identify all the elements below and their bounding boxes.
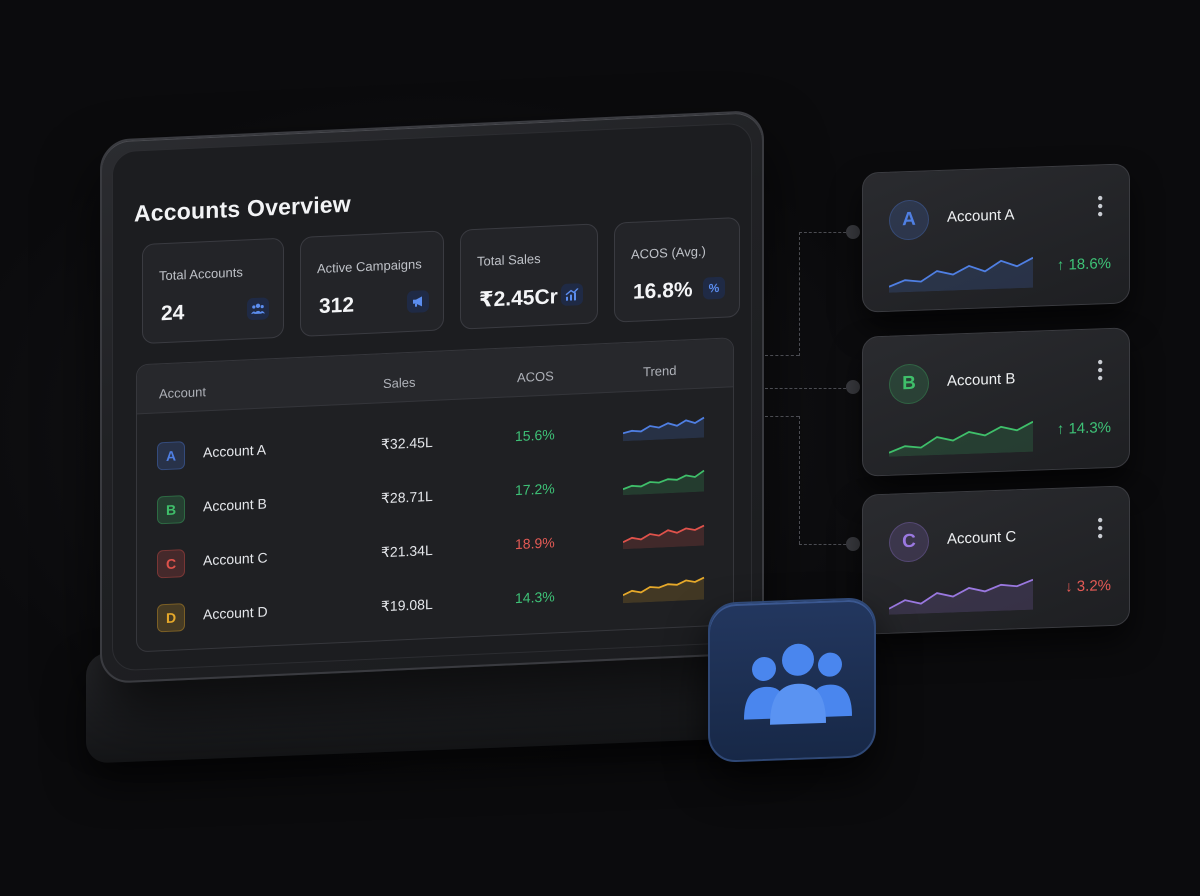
account-card[interactable]: C Account C • • • ↓ 3.2% — [862, 485, 1130, 635]
stat-value: 16.8% — [633, 278, 693, 304]
account-name: Account C — [203, 549, 268, 569]
stat-label: Active Campaigns — [317, 256, 422, 277]
acos-value: 14.3% — [515, 588, 555, 607]
chart-up-icon — [561, 283, 583, 307]
trend-sparkline — [623, 416, 705, 442]
account-avatar: A — [889, 199, 929, 241]
change-percent: ↓ 3.2% — [1065, 576, 1111, 596]
connector-line — [765, 416, 799, 417]
account-card[interactable]: A Account A • • • ↑ 18.6% — [862, 163, 1130, 313]
connector-line — [799, 544, 851, 545]
trend-line — [889, 420, 1033, 454]
account-card[interactable]: B Account B • • • ↑ 14.3% — [862, 327, 1130, 477]
team-icon — [744, 643, 852, 725]
stat-label: Total Sales — [477, 250, 541, 269]
sales-value: ₹28.71L — [381, 487, 433, 507]
account-badge: A — [157, 441, 185, 471]
acos-value: 18.9% — [515, 534, 555, 553]
trend-line — [623, 576, 705, 597]
trend-sparkline — [889, 578, 1033, 615]
percent-icon: % — [703, 276, 725, 300]
connector-line — [765, 355, 799, 356]
stat-value: 24 — [161, 301, 185, 326]
stat-label: Total Accounts — [159, 264, 243, 284]
connector-node — [846, 225, 860, 239]
more-options-icon[interactable]: • • • — [1097, 512, 1103, 546]
account-avatar: C — [889, 521, 929, 563]
stat-value: ₹2.45Cr — [479, 285, 558, 312]
header-trend[interactable]: Trend — [643, 362, 677, 380]
sales-value: ₹21.34L — [381, 541, 433, 561]
users-icon — [247, 297, 269, 321]
accounts-table: Account Sales ACOS Trend A Account A ₹32.4… — [136, 337, 734, 653]
trend-sparkline — [889, 420, 1033, 457]
stat-total-accounts[interactable]: Total Accounts 24 — [142, 237, 284, 345]
table-row[interactable]: D Account D ₹19.08L 14.3% — [137, 560, 733, 641]
trend-area — [623, 577, 704, 604]
account-avatar: B — [889, 363, 929, 405]
trend-sparkline — [623, 524, 705, 550]
sales-value: ₹19.08L — [381, 595, 433, 615]
connector-node — [846, 537, 860, 551]
megaphone-icon — [407, 290, 429, 314]
trend-line — [889, 578, 1033, 610]
trend-line — [889, 256, 1033, 288]
table-row[interactable]: B Account B ₹28.71L 17.2% — [137, 452, 733, 533]
trend-area — [623, 417, 704, 442]
account-badge: D — [157, 603, 185, 633]
acos-value: 17.2% — [515, 480, 555, 499]
change-percent: ↑ 14.3% — [1056, 418, 1111, 438]
header-acos[interactable]: ACOS — [517, 368, 554, 386]
account-name: Account A — [203, 441, 267, 461]
connector-line — [799, 232, 851, 233]
connector-line — [765, 388, 851, 389]
trend-line — [623, 416, 705, 435]
more-options-icon[interactable]: • • • — [1097, 190, 1103, 224]
account-name: Account D — [203, 603, 268, 623]
trend-sparkline — [623, 576, 705, 604]
account-name: Account A — [947, 206, 1015, 226]
stat-active-campaigns[interactable]: Active Campaigns 312 — [300, 230, 444, 337]
accounts-overview-panel: Accounts Overview Total Accounts 24 Acti… — [100, 109, 764, 684]
more-options-icon[interactable]: • • • — [1097, 354, 1103, 388]
stat-value: 312 — [319, 293, 355, 319]
account-name: Account B — [203, 495, 267, 515]
trend-sparkline — [889, 256, 1033, 293]
trend-line — [623, 524, 705, 544]
table-row[interactable]: A Account A ₹32.45L 15.6% — [137, 398, 733, 479]
sales-value: ₹32.45L — [381, 433, 433, 453]
connector-line — [799, 232, 800, 356]
trend-sparkline — [623, 469, 705, 496]
trend-area — [889, 579, 1033, 615]
header-account[interactable]: Account — [159, 384, 206, 402]
trend-area — [889, 421, 1033, 457]
account-badge: B — [157, 495, 185, 525]
table-row[interactable]: C Account C ₹21.34L 18.9% — [137, 506, 733, 587]
account-badge: C — [157, 549, 185, 579]
stat-total-sales[interactable]: Total Sales ₹2.45Cr — [460, 223, 598, 330]
header-sales[interactable]: Sales — [383, 374, 416, 392]
acos-value: 15.6% — [515, 426, 555, 445]
stat-acos-avg[interactable]: ACOS (Avg.) 16.8% % — [614, 216, 740, 323]
change-percent: ↑ 18.6% — [1056, 254, 1111, 274]
account-name: Account C — [947, 528, 1017, 548]
connector-line — [799, 416, 800, 544]
connector-node — [846, 380, 860, 394]
stat-label: ACOS (Avg.) — [631, 243, 706, 262]
trend-area — [889, 257, 1033, 293]
trend-line — [623, 469, 705, 491]
account-name: Account B — [947, 370, 1016, 390]
trend-area — [623, 525, 704, 550]
team-app-icon[interactable] — [708, 597, 876, 763]
trend-area — [623, 470, 704, 496]
